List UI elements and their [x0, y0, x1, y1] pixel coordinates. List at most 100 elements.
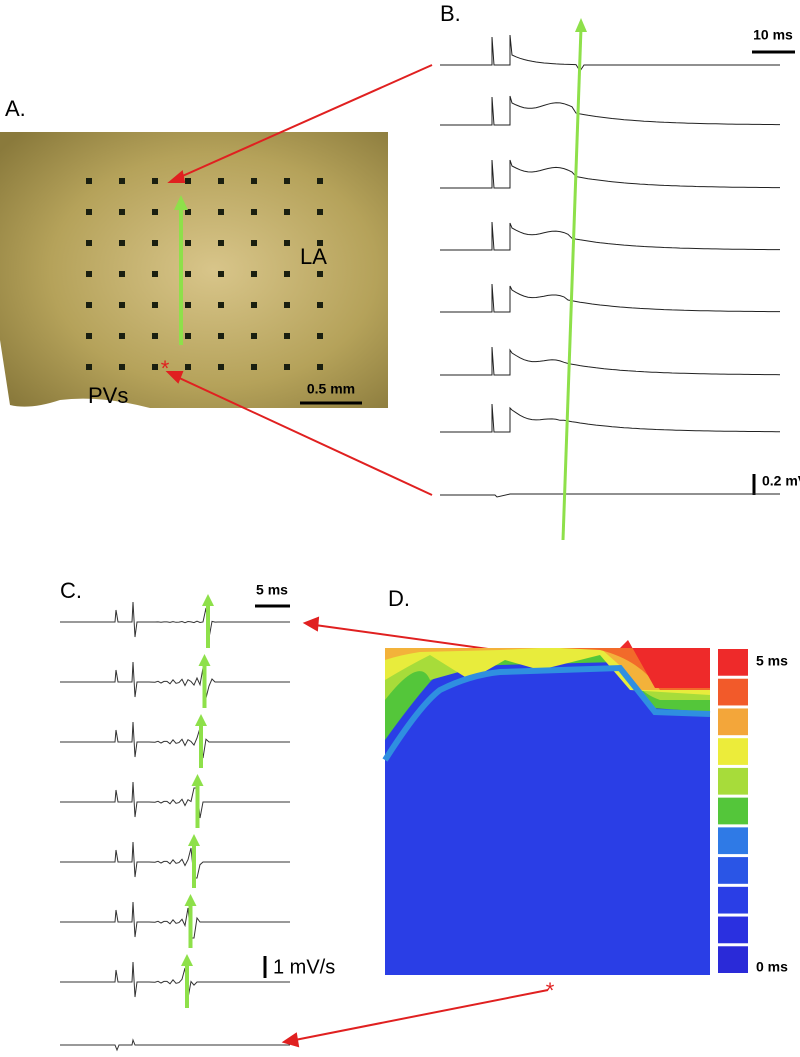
electrode — [251, 240, 257, 246]
region-label: LA — [300, 244, 327, 269]
connector — [177, 64, 433, 179]
electrode — [152, 178, 158, 184]
trace — [440, 493, 780, 498]
arrow-head — [167, 170, 186, 183]
electrode — [251, 333, 257, 339]
electrode — [284, 271, 290, 277]
panel-d: D. * 5 ms 0 ms — [382, 586, 788, 1003]
trace — [60, 901, 290, 939]
trace — [440, 221, 780, 251]
electrode — [152, 364, 158, 370]
panel-label: A. — [5, 96, 26, 121]
colorbar-cell — [718, 797, 748, 825]
arrow-head — [575, 18, 587, 32]
arrow-head — [198, 654, 211, 666]
electrode — [284, 240, 290, 246]
colorbar-label: 0 ms — [756, 959, 788, 975]
colorbar-cell — [718, 886, 748, 914]
electrode — [317, 240, 323, 246]
region-label: PVs — [88, 383, 128, 408]
electrode — [119, 302, 125, 308]
electrode — [119, 364, 125, 370]
electrode — [251, 178, 257, 184]
region-red — [620, 640, 710, 688]
trace — [440, 34, 780, 72]
scale-label: 0.2 mV — [762, 473, 800, 489]
electrode — [317, 364, 323, 370]
electrode — [317, 271, 323, 277]
electrode — [185, 209, 191, 215]
arrow-head — [181, 954, 193, 966]
electrode — [86, 364, 92, 370]
colorbar-cell — [718, 678, 748, 706]
arrow-head — [174, 195, 188, 210]
arrow-head — [202, 594, 214, 606]
panel-label: C. — [60, 578, 82, 603]
electrode — [218, 178, 224, 184]
trace — [440, 95, 780, 126]
scale-label: 0.5 mm — [307, 381, 355, 397]
electrode — [152, 333, 158, 339]
trace — [440, 403, 780, 433]
electrode — [119, 271, 125, 277]
colorbar-cell — [718, 827, 748, 855]
electrode — [251, 302, 257, 308]
electrode — [152, 302, 158, 308]
colorbar-cell — [718, 946, 748, 973]
panel-label: B. — [440, 1, 461, 26]
colorbar-cell — [718, 916, 748, 944]
trace — [60, 1038, 290, 1052]
connectors — [165, 64, 549, 1048]
electrode — [218, 209, 224, 215]
colorbar — [718, 649, 748, 973]
electrode — [119, 178, 125, 184]
electrode — [284, 209, 290, 215]
electrode — [86, 209, 92, 215]
colorbar-cell — [718, 738, 748, 765]
electrode — [119, 333, 125, 339]
panel-a: * A. LA PVs 0.5 mm — [0, 96, 388, 408]
electrode — [185, 364, 191, 370]
electrode — [317, 333, 323, 339]
trace — [60, 661, 290, 699]
electrode — [317, 209, 323, 215]
arrow-head — [165, 371, 184, 384]
electrode — [284, 364, 290, 370]
trace — [440, 346, 781, 376]
trace — [60, 961, 290, 999]
electrode — [218, 271, 224, 277]
electrode — [86, 333, 92, 339]
region-boundary — [382, 664, 711, 762]
trace — [440, 159, 780, 189]
electrode — [317, 178, 323, 184]
electrode — [185, 178, 191, 184]
electrode — [218, 333, 224, 339]
trace — [60, 841, 290, 879]
trace — [440, 283, 780, 313]
electrode — [185, 240, 191, 246]
arrow-head — [191, 774, 204, 786]
electrode — [218, 240, 224, 246]
electrode — [86, 302, 92, 308]
trace — [60, 721, 290, 759]
colorbar-cell — [718, 857, 748, 884]
connector — [314, 624, 511, 653]
pacing-site: * — [546, 978, 555, 1003]
electrode — [185, 333, 191, 339]
arrow-head — [184, 894, 197, 906]
connector — [294, 989, 549, 1041]
connector — [174, 375, 433, 496]
arrow-head — [195, 714, 207, 726]
electrode — [251, 364, 257, 370]
conduction-line — [561, 27, 583, 541]
arrow-head — [188, 834, 200, 846]
pacing-site: * — [161, 356, 170, 381]
electrode — [284, 178, 290, 184]
scale-label: 5 ms — [256, 582, 288, 598]
electrode — [251, 271, 257, 277]
scale-label: 1 mV/s — [273, 956, 335, 978]
tissue-photo — [0, 132, 388, 408]
colorbar-cell — [718, 708, 748, 736]
panel-label: D. — [388, 586, 410, 611]
